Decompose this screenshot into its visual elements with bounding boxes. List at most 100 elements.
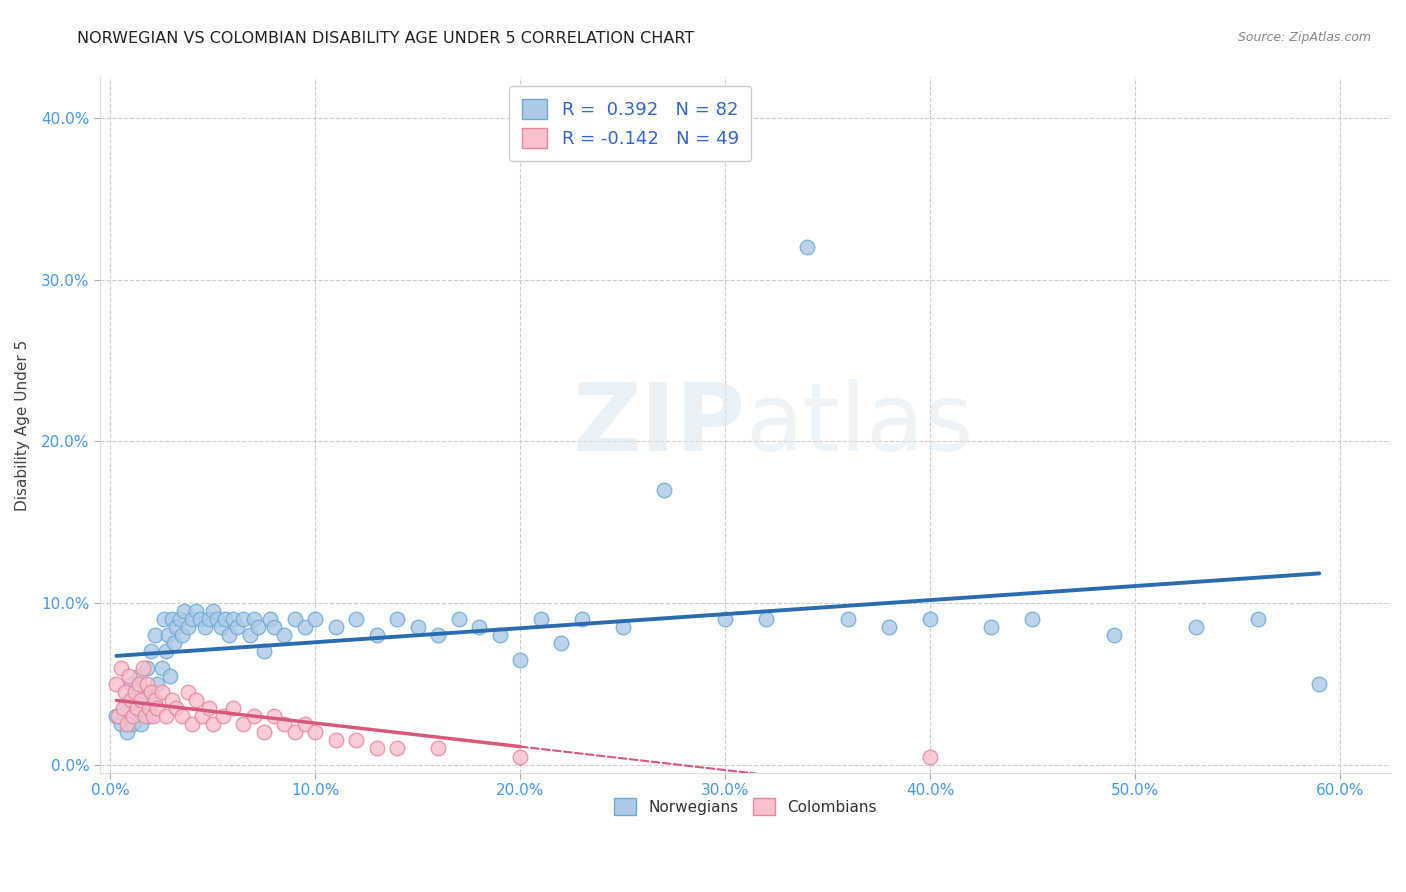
Point xyxy=(385,741,408,756)
Point xyxy=(273,717,295,731)
Point xyxy=(134,685,156,699)
Point xyxy=(488,628,510,642)
Point xyxy=(612,620,634,634)
Legend: Norwegians, Colombians: Norwegians, Colombians xyxy=(606,789,886,824)
Point xyxy=(115,717,138,731)
Point xyxy=(796,240,818,254)
Point xyxy=(385,612,408,626)
Point xyxy=(138,701,160,715)
Point xyxy=(146,701,169,715)
Point xyxy=(918,612,941,626)
Point xyxy=(226,620,249,634)
Point xyxy=(110,717,132,731)
Point xyxy=(259,612,281,626)
Point xyxy=(294,620,316,634)
Point xyxy=(177,685,200,699)
Point xyxy=(118,669,141,683)
Point xyxy=(201,604,224,618)
Point xyxy=(163,636,186,650)
Point xyxy=(406,620,429,634)
Point xyxy=(222,701,245,715)
Point xyxy=(105,709,128,723)
Point xyxy=(186,693,208,707)
Point xyxy=(114,701,136,715)
Point xyxy=(201,717,224,731)
Point xyxy=(222,612,245,626)
Point xyxy=(181,612,204,626)
Point xyxy=(118,693,141,707)
Point xyxy=(1104,628,1126,642)
Point xyxy=(160,693,183,707)
Point xyxy=(132,701,155,715)
Point xyxy=(193,620,215,634)
Point xyxy=(214,612,236,626)
Point xyxy=(170,628,193,642)
Point xyxy=(755,612,778,626)
Point xyxy=(212,709,235,723)
Point xyxy=(128,669,150,683)
Point xyxy=(173,604,195,618)
Point xyxy=(170,709,193,723)
Point xyxy=(273,628,295,642)
Point xyxy=(142,709,165,723)
Point xyxy=(146,677,169,691)
Point xyxy=(125,701,148,715)
Point xyxy=(160,612,183,626)
Point xyxy=(239,628,262,642)
Point xyxy=(366,628,388,642)
Point xyxy=(205,612,228,626)
Point xyxy=(128,677,150,691)
Point xyxy=(181,717,204,731)
Point xyxy=(134,709,156,723)
Point xyxy=(1185,620,1208,634)
Point xyxy=(141,644,163,658)
Point xyxy=(169,612,191,626)
Point xyxy=(366,741,388,756)
Point xyxy=(120,709,142,723)
Point xyxy=(284,612,307,626)
Point xyxy=(129,693,152,707)
Point xyxy=(110,660,132,674)
Point xyxy=(304,612,326,626)
Text: ZIP: ZIP xyxy=(572,379,745,471)
Point xyxy=(150,660,173,674)
Point xyxy=(152,612,174,626)
Point xyxy=(190,612,212,626)
Point xyxy=(197,701,219,715)
Point xyxy=(232,612,254,626)
Point xyxy=(284,725,307,739)
Point xyxy=(1021,612,1043,626)
Point xyxy=(165,701,187,715)
Point xyxy=(529,612,551,626)
Point xyxy=(209,620,232,634)
Point xyxy=(105,677,128,691)
Point xyxy=(155,709,177,723)
Point xyxy=(143,693,166,707)
Point xyxy=(242,709,264,723)
Point xyxy=(242,612,264,626)
Point xyxy=(263,620,285,634)
Point xyxy=(132,660,155,674)
Point xyxy=(138,709,160,723)
Point xyxy=(141,685,163,699)
Point xyxy=(186,604,208,618)
Point xyxy=(325,733,347,747)
Y-axis label: Disability Age Under 5: Disability Age Under 5 xyxy=(15,340,30,511)
Point xyxy=(120,693,142,707)
Point xyxy=(246,620,269,634)
Point xyxy=(142,693,165,707)
Point xyxy=(877,620,900,634)
Point xyxy=(263,709,285,723)
Point xyxy=(344,612,367,626)
Point xyxy=(253,644,276,658)
Point xyxy=(509,652,531,666)
Point xyxy=(136,677,159,691)
Point xyxy=(468,620,491,634)
Point xyxy=(124,685,146,699)
Point xyxy=(253,725,276,739)
Point xyxy=(156,628,179,642)
Point xyxy=(427,741,450,756)
Point xyxy=(107,709,129,723)
Point xyxy=(111,701,134,715)
Point xyxy=(129,717,152,731)
